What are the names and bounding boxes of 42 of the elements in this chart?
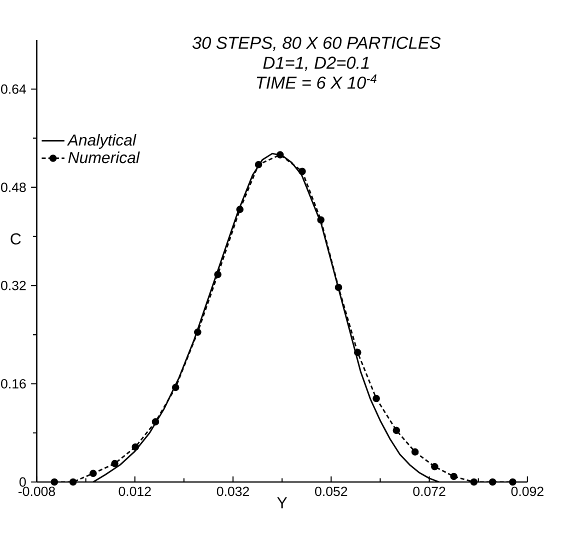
y-axis-title: C xyxy=(10,233,21,245)
point xyxy=(392,426,400,434)
y-tick-label: 0.32 xyxy=(1,280,26,290)
point xyxy=(334,284,342,292)
y-tick-label: 0.64 xyxy=(1,84,26,94)
point xyxy=(152,418,160,426)
point xyxy=(411,448,419,456)
point xyxy=(431,463,438,470)
x-tick-label: 0.052 xyxy=(315,486,348,496)
x-tick-label: 0.012 xyxy=(118,486,151,496)
chart-title: 30 STEPS, 80 X 60 PARTICLES xyxy=(192,36,441,51)
x-tick-label: -0.008 xyxy=(18,486,55,496)
point xyxy=(194,328,202,336)
point xyxy=(254,160,262,168)
point xyxy=(354,348,362,356)
point xyxy=(298,168,306,176)
y-tick-label: 0.16 xyxy=(1,379,26,388)
x-tick-label: 0.092 xyxy=(511,486,544,496)
point xyxy=(450,472,458,480)
y-tick-label: 0 xyxy=(20,477,26,487)
point xyxy=(132,443,140,451)
x-tick-label: 0.072 xyxy=(413,486,446,496)
y-tick-label: 0.48 xyxy=(1,182,26,192)
point xyxy=(111,460,118,468)
annotation: TIME = 6 X 10$^{-4}$ xyxy=(256,74,376,89)
point xyxy=(214,270,222,278)
x-axis-title: Y xyxy=(277,497,288,508)
point xyxy=(90,470,97,478)
legend-label: Numerical xyxy=(68,152,140,164)
point xyxy=(50,478,58,486)
point xyxy=(236,206,244,214)
text: D1=1, D2=0.1 xyxy=(263,56,369,71)
point xyxy=(509,478,516,486)
point xyxy=(276,151,284,158)
point xyxy=(172,384,180,392)
point xyxy=(488,478,496,486)
legend-label: Analytical xyxy=(67,134,136,149)
point xyxy=(69,478,77,486)
point xyxy=(317,216,324,224)
point xyxy=(470,478,478,486)
point xyxy=(372,394,380,402)
x-tick-label: 0.032 xyxy=(216,486,249,496)
